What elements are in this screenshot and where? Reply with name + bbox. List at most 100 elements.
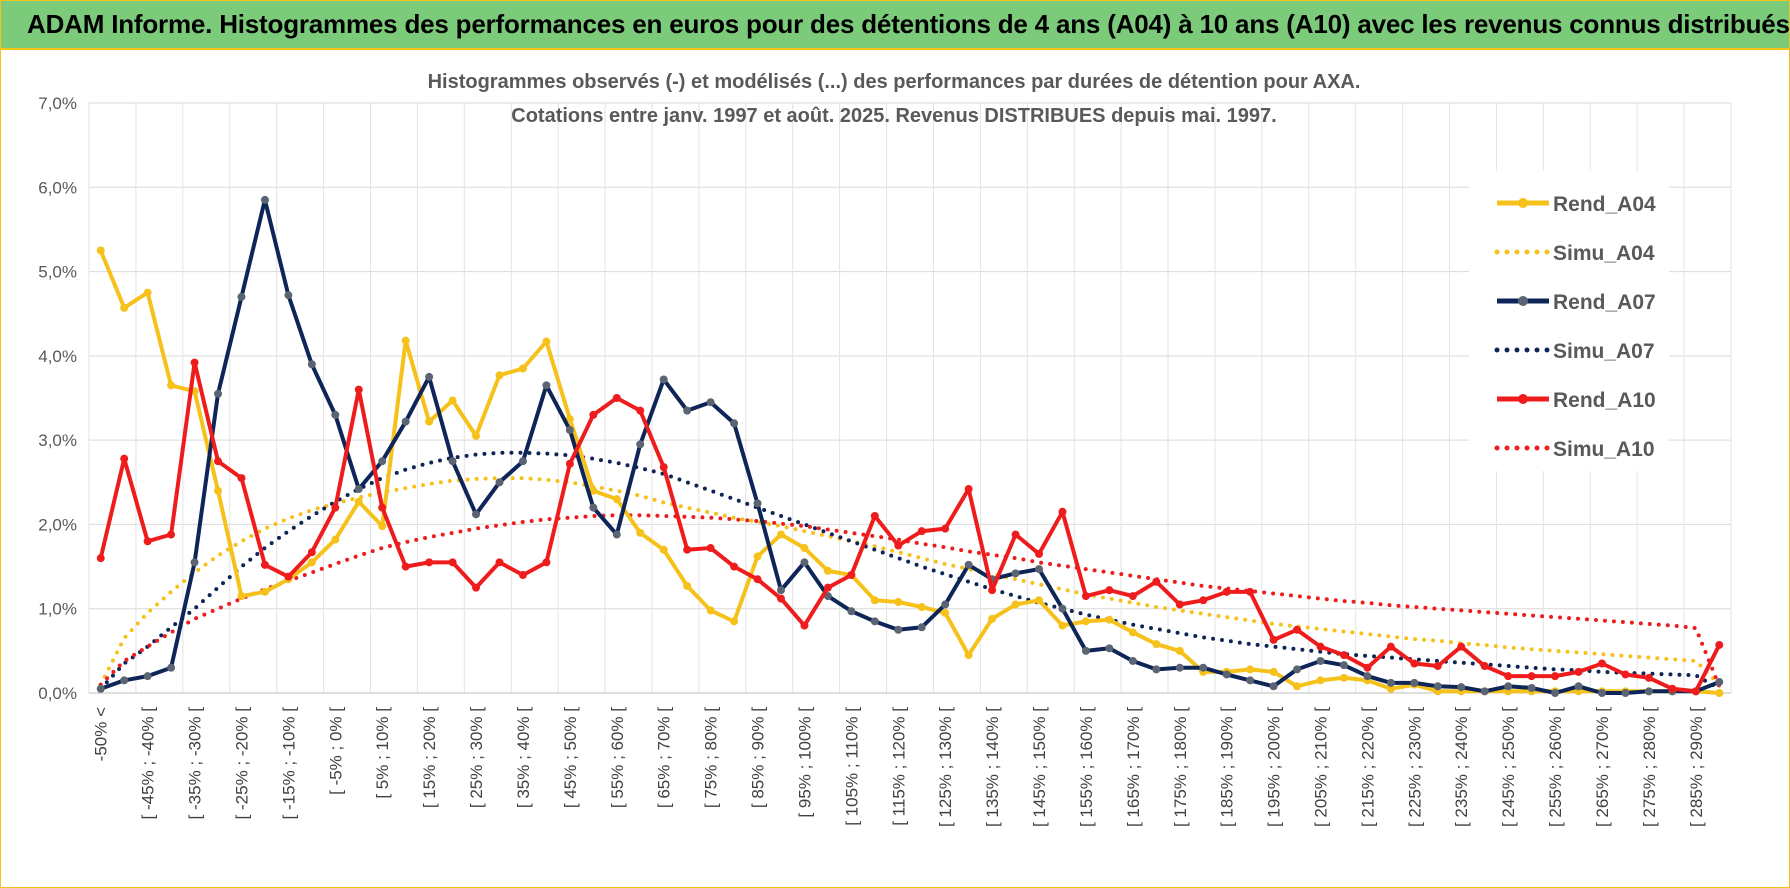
data-point-rend_a07 (237, 292, 246, 301)
data-point-rend_a10 (260, 560, 269, 569)
x-tick-label: [ 95% ; 100% [ (795, 707, 814, 818)
x-tick-label: [ 175% ; 180% [ (1171, 707, 1190, 827)
data-point-rend_a07 (331, 410, 340, 419)
data-point-rend_a10 (1527, 672, 1536, 681)
data-point-rend_a07 (1410, 678, 1419, 687)
data-point-rend_a07 (143, 672, 152, 681)
data-point-rend_a04 (143, 288, 152, 297)
chart-legend: Rend_A04 Simu_A04 Rend_A07 Simu_A07 Rend_A10… (1469, 171, 1669, 471)
data-point-rend_a10 (518, 571, 527, 579)
data-point-rend_a04 (167, 381, 176, 390)
data-point-rend_a10 (214, 457, 223, 466)
data-point-rend_a04 (542, 337, 551, 346)
data-point-rend_a10 (1644, 673, 1653, 682)
data-point-rend_a07 (1058, 604, 1067, 613)
data-point-rend_a07 (260, 195, 269, 204)
data-point-rend_a07 (542, 381, 551, 390)
data-point-rend_a04 (1293, 682, 1302, 691)
data-point-rend_a04 (730, 617, 739, 626)
data-point-rend_a10 (1246, 587, 1255, 596)
data-point-rend_a10 (964, 485, 973, 494)
data-point-rend_a07 (589, 503, 598, 512)
data-point-rend_a04 (917, 603, 926, 612)
data-point-rend_a07 (1152, 665, 1161, 674)
y-tick-label: 4,0% (38, 347, 77, 366)
data-point-rend_a07 (190, 558, 199, 567)
data-point-rend_a10 (730, 562, 739, 571)
data-point-rend_a04 (401, 336, 410, 345)
y-tick-label: 0,0% (38, 684, 77, 703)
x-tick-label: [ 215% ; 220% [ (1358, 707, 1377, 827)
data-point-rend_a10 (1105, 586, 1114, 595)
chart-title-line: Histogrammes observés (-) et modélisés (… (428, 71, 1361, 93)
data-point-rend_a07 (730, 419, 739, 428)
data-point-rend_a10 (1175, 600, 1184, 609)
data-point-rend_a10 (143, 537, 152, 546)
data-point-rend_a10 (120, 454, 129, 463)
data-point-rend_a07 (495, 478, 504, 487)
data-point-rend_a10 (1128, 592, 1137, 601)
data-point-rend_a04 (1715, 689, 1724, 697)
data-point-rend_a04 (96, 246, 105, 255)
legend-marker (1518, 198, 1528, 208)
data-point-rend_a10 (776, 594, 785, 603)
series-line-rend_a04 (98, 249, 1720, 695)
data-point-rend_a10 (589, 410, 598, 419)
x-tick-label: [ -25% ; -20% [ (232, 707, 251, 820)
data-point-rend_a04 (307, 558, 316, 567)
legend-label-rend_a04: Rend_A04 (1553, 193, 1656, 216)
data-point-rend_a04 (894, 597, 903, 606)
x-tick-label: [ -35% ; -30% [ (186, 707, 205, 820)
data-point-rend_a10 (190, 358, 199, 367)
series-line-simu_a04 (98, 476, 1722, 687)
legend-box (1469, 171, 1669, 471)
x-axis: -50% < [ -45% ; -40% [ [ -35% ; -30% [ [ -2… (92, 707, 1706, 827)
x-tick-label: [ 195% ; 200% [ (1265, 707, 1284, 827)
x-tick-label: [ 245% ; 250% [ (1499, 707, 1518, 827)
data-point-rend_a10 (96, 554, 105, 563)
data-point-rend_a10 (1152, 577, 1161, 586)
data-point-rend_a10 (565, 459, 574, 468)
x-tick-label: [ 255% ; 260% [ (1546, 707, 1565, 827)
data-point-rend_a04 (870, 596, 879, 605)
data-point-rend_a10 (1386, 642, 1395, 651)
x-tick-label: [ -5% ; 0% [ (326, 707, 345, 795)
y-tick-label: 2,0% (38, 515, 77, 534)
series-line-simu_a07 (98, 450, 1722, 691)
data-point-rend_a04 (988, 614, 997, 623)
data-point-rend_a10 (1199, 596, 1208, 605)
data-point-rend_a07 (1480, 687, 1489, 696)
data-point-rend_a10 (1715, 640, 1724, 649)
data-point-rend_a07 (1081, 646, 1090, 655)
data-point-rend_a04 (776, 530, 785, 539)
data-point-rend_a07 (847, 607, 856, 616)
data-point-rend_a04 (1128, 628, 1137, 637)
data-point-rend_a07 (1199, 663, 1208, 672)
x-tick-label: [ 45% ; 50% [ (561, 707, 580, 808)
x-tick-label: [ 55% ; 60% [ (608, 707, 627, 808)
data-point-rend_a10 (1316, 642, 1325, 651)
data-point-rend_a04 (378, 522, 387, 531)
data-point-rend_a10 (1293, 625, 1302, 634)
data-point-rend_a04 (659, 545, 668, 554)
data-point-rend_a04 (1386, 684, 1395, 693)
data-point-rend_a07 (120, 676, 129, 685)
legend-marker (1518, 394, 1528, 404)
x-tick-label: [ 205% ; 210% [ (1312, 707, 1331, 827)
legend-label-simu_a04: Simu_A04 (1553, 242, 1655, 265)
x-tick-label: [ 285% ; 290% [ (1687, 707, 1706, 827)
x-tick-label: [ -45% ; -40% [ (139, 707, 158, 820)
x-tick-label: [ 25% ; 30% [ (467, 707, 486, 808)
y-tick-label: 6,0% (38, 178, 77, 197)
x-tick-label: [ 265% ; 270% [ (1593, 707, 1612, 827)
data-point-rend_a10 (1363, 663, 1372, 672)
data-point-rend_a04 (683, 581, 692, 590)
data-point-rend_a04 (589, 486, 598, 495)
data-point-rend_a07 (1105, 644, 1114, 653)
data-point-rend_a10 (1480, 662, 1489, 671)
data-point-rend_a07 (1128, 656, 1137, 665)
x-tick-label: [ 35% ; 40% [ (514, 707, 533, 808)
x-tick-label: [ 135% ; 140% [ (983, 707, 1002, 827)
x-tick-label: -50% < (92, 707, 111, 761)
data-point-rend_a07 (307, 360, 316, 369)
